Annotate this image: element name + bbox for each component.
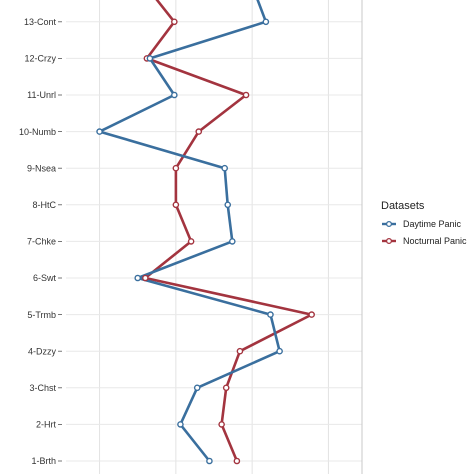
legend-title: Datasets	[381, 200, 425, 212]
data-point	[206, 457, 213, 465]
y-tick-label: 7-Chke	[27, 237, 56, 247]
data-point	[171, 18, 178, 26]
legend-label: Nocturnal Panic	[403, 236, 467, 246]
data-point	[229, 238, 236, 245]
grid-layer	[66, 0, 363, 474]
series-layer	[96, 0, 315, 465]
legend: Datasets Daytime Panic Nocturnal Panic	[381, 200, 467, 246]
data-point	[187, 238, 195, 245]
y-tick-label: 8-HtC	[32, 200, 56, 210]
data-point	[236, 347, 244, 355]
legend-key-point	[385, 220, 393, 228]
data-point	[218, 421, 225, 428]
legend-label: Daytime Panic	[403, 219, 462, 229]
legend-key-point	[385, 237, 393, 245]
data-point	[195, 128, 203, 135]
y-tick-label: 6-Swt	[33, 273, 57, 283]
y-tick-label: 9-Nsea	[27, 163, 56, 173]
data-point	[262, 18, 270, 26]
data-point	[142, 274, 149, 282]
data-point	[224, 201, 232, 209]
y-tick-label: 13-Cont	[24, 17, 57, 27]
y-tick-label: 10-Numb	[19, 127, 56, 137]
series-line	[144, 0, 313, 463]
data-point	[222, 384, 230, 392]
y-tick-label: 12-Crzy	[24, 54, 56, 64]
y-tick-label: 3-Chst	[29, 383, 56, 393]
y-tick-label: 2-Hrt	[36, 420, 56, 430]
data-point	[233, 457, 241, 465]
y-tick-label: 11-Unrl	[27, 90, 56, 100]
data-point	[221, 164, 228, 172]
y-tick-label: 4-Dzzy	[28, 346, 57, 356]
data-point	[146, 55, 154, 62]
data-point	[193, 384, 201, 392]
data-point	[276, 347, 283, 355]
data-point	[172, 201, 180, 209]
legend-item-nocturnal: Nocturnal Panic	[382, 236, 467, 246]
data-point	[171, 91, 178, 99]
data-point	[96, 128, 103, 135]
legend-item-daytime: Daytime Panic	[382, 219, 462, 229]
category-labels: 1-Brth 2-Hrt 3-Chst 4-Dzzy 5-Trmb 6-Swt 7-Chke…	[19, 17, 62, 466]
data-point	[242, 91, 250, 99]
series-line	[98, 0, 281, 463]
data-point	[177, 421, 184, 428]
data-point	[134, 274, 142, 282]
data-point	[308, 311, 315, 318]
data-point	[267, 311, 274, 318]
data-point	[172, 164, 180, 172]
y-tick-label: 5-Trmb	[27, 310, 56, 320]
y-tick-label: 1-Brth	[31, 456, 56, 466]
